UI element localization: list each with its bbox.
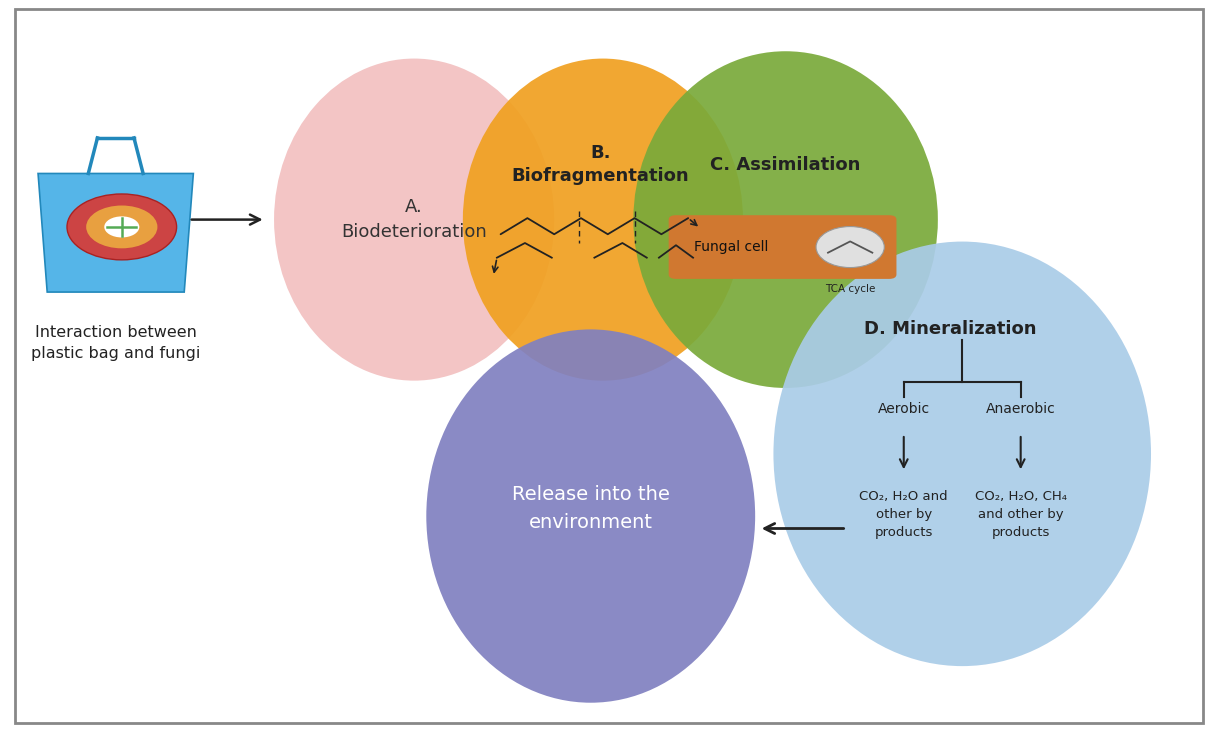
Ellipse shape [426,329,755,703]
Text: A.
Biodeterioration: A. Biodeterioration [341,198,487,241]
Polygon shape [38,173,194,292]
FancyBboxPatch shape [669,215,896,279]
Text: Fungal cell: Fungal cell [694,240,769,254]
Text: Interaction between
plastic bag and fungi: Interaction between plastic bag and fung… [30,325,201,361]
Text: CO₂, H₂O, CH₄
and other by
products: CO₂, H₂O, CH₄ and other by products [974,490,1067,539]
Text: D. Mineralization: D. Mineralization [864,321,1037,338]
Text: Anaerobic: Anaerobic [985,402,1056,416]
Ellipse shape [463,59,743,381]
Text: Release into the
environment: Release into the environment [512,485,670,532]
Circle shape [67,194,177,260]
Circle shape [86,206,157,248]
Ellipse shape [274,59,554,381]
Ellipse shape [773,242,1151,666]
Circle shape [816,227,884,268]
Text: C. Assimilation: C. Assimilation [710,156,861,173]
Text: TCA cycle: TCA cycle [825,284,876,294]
Text: B.
Biofragmentation: B. Biofragmentation [512,144,689,185]
Text: Aerobic: Aerobic [878,402,929,416]
Ellipse shape [633,51,938,388]
Text: CO₂, H₂O and
other by
products: CO₂, H₂O and other by products [860,490,948,539]
Circle shape [105,217,139,237]
